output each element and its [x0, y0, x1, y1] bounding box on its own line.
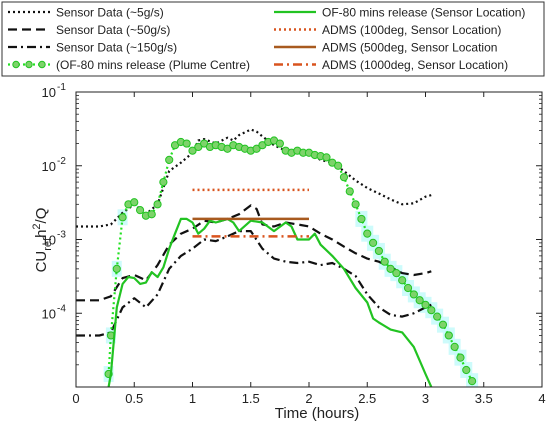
series-line-0: [76, 128, 432, 228]
legend-label: ADMS (100deg, Sensor Location): [322, 23, 501, 37]
series-point-3: [433, 312, 442, 321]
plot-clip-group: [76, 128, 479, 387]
series-point-3: [368, 238, 378, 247]
series-point-3: [339, 173, 349, 182]
legend-label: Sensor Data (~150g/s): [56, 41, 177, 55]
legend-label: ADMS (1000deg, Sensor Location): [322, 58, 508, 72]
series-line-4: [107, 217, 433, 387]
series-point-3: [165, 155, 174, 165]
series-point-3: [374, 246, 383, 256]
legend-marker: [25, 60, 33, 69]
series-point-3: [415, 296, 424, 305]
series-point-3: [363, 229, 372, 238]
y-tick-exponent: -4: [57, 303, 66, 314]
series-point-3: [118, 213, 127, 222]
legend-marker: [38, 60, 46, 69]
series-point-3: [392, 269, 401, 278]
series-point-3: [444, 331, 453, 340]
legend-box: [1, 1, 545, 77]
series-point-3: [275, 139, 284, 148]
series-point-3: [357, 214, 366, 224]
x-tick-label: 1: [189, 391, 196, 406]
series-point-3: [188, 146, 197, 155]
series-point-3: [386, 264, 395, 273]
legend: Sensor Data (~5g/s) Sensor Data (~50g/s) S…: [1, 1, 545, 77]
plot-area: [76, 128, 479, 387]
series-point-3: [322, 153, 331, 162]
series-point-3: [153, 200, 162, 209]
legend-label: Sensor Data (~50g/s): [56, 23, 170, 37]
series-point-3: [468, 377, 477, 386]
y-tick-exponent: -1: [57, 82, 66, 93]
series-line-3: [107, 139, 474, 382]
series-point-3: [334, 161, 343, 170]
axes: 0 0.5 1 1.5 2 2.5 3 3.5 410-410-310-210-1: [42, 82, 546, 406]
series-point-3: [345, 187, 354, 196]
series-point-3: [223, 144, 232, 153]
legend-marker: [12, 60, 20, 69]
series-point-3: [421, 300, 430, 309]
series-point-3: [403, 283, 413, 293]
x-tick-label: 0.5: [125, 391, 143, 406]
x-axis-label: Time (hours): [275, 405, 359, 422]
legend-label: Sensor Data (~5g/s): [56, 6, 164, 20]
y-tick-label: 10: [42, 159, 56, 174]
series-point-3: [252, 144, 261, 153]
series-point-3: [351, 200, 360, 209]
series-point-3: [159, 178, 168, 187]
series-point-3: [456, 353, 465, 362]
series-point-3: [409, 290, 418, 299]
legend-label: OF-80 mins release (Sensor Location): [322, 6, 525, 20]
x-tick-label: 3: [422, 391, 429, 406]
series-point-3: [147, 210, 156, 219]
y-tick-label: 10: [42, 306, 56, 321]
x-tick-label: 1.5: [242, 391, 260, 406]
series-point-3: [462, 365, 471, 375]
x-tick-label: 4: [538, 391, 545, 406]
series-point-3: [450, 342, 459, 351]
series-point-3: [398, 276, 407, 285]
legend-label: ADMS (500deg, Sensor Location: [322, 41, 497, 55]
series-point-3: [380, 257, 389, 266]
series-point-3: [130, 198, 139, 207]
series-line-2: [76, 230, 432, 337]
series-point-3: [427, 306, 436, 315]
legend-label: (OF-80 mins release (Plume Centre): [56, 58, 250, 72]
y-tick-exponent: -3: [57, 230, 66, 241]
series-point-3: [182, 139, 191, 148]
x-tick-label: 3.5: [475, 391, 493, 406]
x-tick-label: 2: [305, 391, 312, 406]
series-point-3: [112, 264, 121, 273]
x-tick-label: 2.5: [358, 391, 376, 406]
y-tick-exponent: -2: [57, 156, 66, 167]
y-axis-label: CUrefh2/Q: [31, 208, 54, 273]
series-point-3: [135, 206, 145, 215]
series-point-3: [438, 320, 448, 329]
y-tick-label: 10: [42, 233, 56, 248]
x-tick-label: 0: [72, 391, 79, 406]
y-tick-label: 10: [42, 85, 56, 100]
